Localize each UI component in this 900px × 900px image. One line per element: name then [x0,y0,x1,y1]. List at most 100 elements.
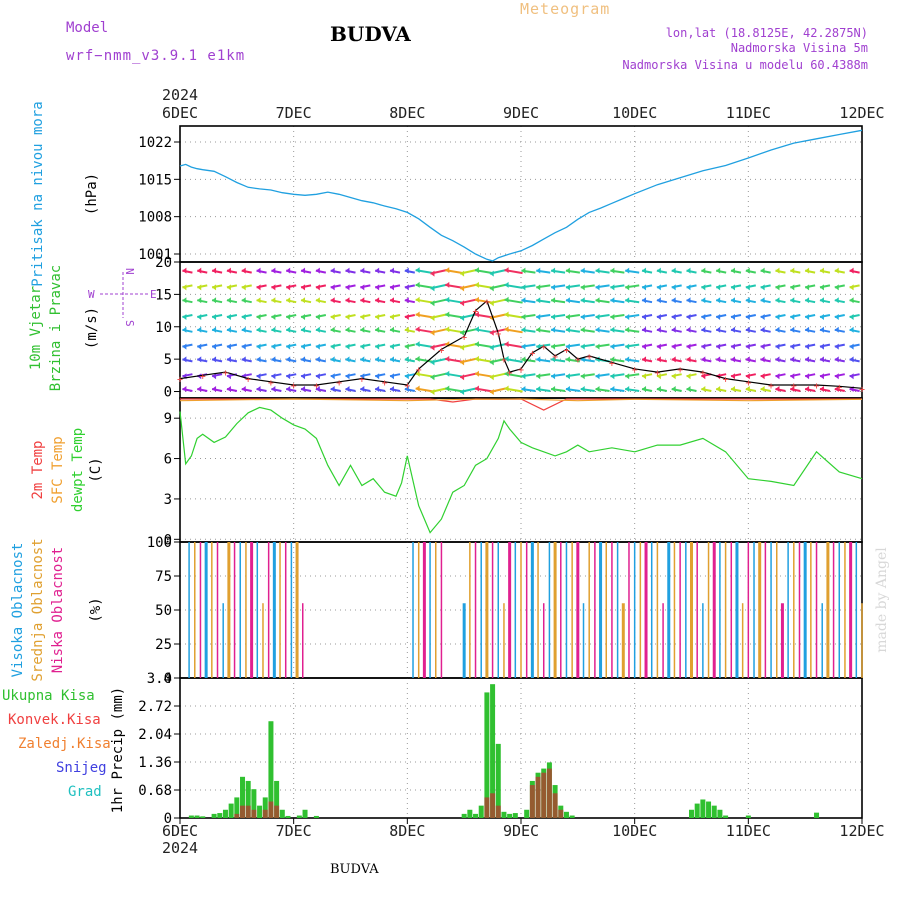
wind-arrow-head [745,326,750,333]
wind-arrow-head [580,386,585,392]
wind-arrow-head [656,356,661,363]
wind-arrow-head [212,386,217,392]
wind-unit-label: (m/s) [84,307,100,349]
wind-arrow-head [212,284,217,291]
wind-arrow-head [345,386,350,392]
bottom-date-label: 6DEC [162,822,198,840]
wind-arrow-head [345,373,350,380]
wind-arrow-head [730,297,735,304]
wind-arrow-head [197,386,202,392]
wind-arrow-head [345,343,350,350]
wind-arrow-head [686,356,691,363]
wind-arrow-head [212,267,217,274]
wind-arrow-head [565,373,570,380]
wind-arrow-head [625,267,630,274]
wind-arrow-head [430,315,435,321]
wind-arrow-head [301,297,306,304]
wind-arrow-head [241,356,246,363]
wind-gust-marker: + [768,381,774,392]
wind-arrow-head [760,343,765,350]
wind-arrow-head [301,326,306,333]
precip-bar [495,743,501,818]
wind-arrow-head [404,373,409,380]
wind-arrow-head [536,284,541,291]
wind-arrow-head [430,329,435,336]
conv-precip-bar [495,805,501,818]
compass-west: W [88,288,95,301]
conv-precip-bar [245,805,251,818]
wind-arrow-head [805,373,810,380]
precip-bar [490,684,496,818]
wind-arrow-head [226,356,231,363]
wind-arrow-head [834,356,839,363]
wind-arrow-head [790,314,795,320]
wind-arrow-head [610,326,615,333]
wind-arrow-head [241,386,246,392]
wind-arrow-head [716,343,721,350]
wind-arrow-head [642,284,647,291]
wind-arrow-head [256,356,261,363]
wind-arrow-head [610,297,615,304]
wind-arrow-head [360,314,365,320]
wind-arrow-head [625,356,630,363]
bottom-date-label: 12DEC [839,822,884,840]
precip-bar [302,809,308,818]
wind-arrow-head [256,297,261,304]
precip-bar [717,809,723,818]
precip-bar [296,815,302,818]
wind-arrow-row [182,296,860,307]
wind-arrow-head [565,284,570,291]
wind-arrow-head [212,373,217,380]
wind-arrow-head [330,356,335,363]
wind-arrow-head [241,343,246,350]
wind-arrow-head [375,343,380,350]
wind-arrow-head [565,356,570,363]
wind-arrow-head [474,267,479,274]
wind-arrow-head [241,314,246,320]
bottom-date-label: 9DEC [503,822,539,840]
wind-arrow-head [226,267,231,274]
precip-bar [274,780,280,818]
wind-arrow-head [610,386,615,392]
compass-east: E [150,288,157,301]
precip-legend-item: Ukupna Kisa [2,688,95,704]
wind-arrow-head [805,284,810,291]
precip-bar [211,813,217,818]
wind-arrow-head [375,356,380,363]
wind-arrow-head [701,297,706,304]
wind-arrow-head [375,314,380,320]
y-tick-label: 1022 [138,135,172,151]
wind-gust-marker: + [654,368,660,379]
wind-arrow-head [775,326,780,333]
wind-arrow-head [460,329,465,336]
mid-cloud-legend: Srednja Oblacnost [30,538,46,681]
wind-arrow-row [182,370,860,381]
wind-speed-line [179,299,863,389]
wind-arrow-head [330,326,335,333]
wind-gust-marker: + [313,381,319,392]
wind-arrow-head [474,281,479,288]
wind-arrow-head [460,344,465,351]
wind-arrow-head [760,284,765,291]
wind-arrow-head [760,373,765,380]
top-date-label: 11DEC [726,104,771,122]
y-tick-label: 25 [155,637,172,653]
wind-arrow-head [834,297,839,304]
wind-arrow-head [565,343,570,350]
wind-arrow-row [182,311,860,321]
wind-arrow-head [790,284,795,291]
wind-arrow-head [212,356,217,363]
wind-arrow-head [330,297,335,304]
wind-arrow-head [375,297,380,304]
wind-gust-marker: + [200,371,206,382]
wind-arrow-head [760,267,765,274]
wind-arrow-head [775,297,780,304]
wind-arrow-head [271,356,276,363]
wind-arrow-head [286,314,291,320]
wind-arrow-head [197,356,202,363]
wind-arrow-head [730,386,735,392]
wind-arrow-head [415,326,420,333]
conv-precip-bar [262,809,268,818]
wind-arrow-head [745,373,750,380]
